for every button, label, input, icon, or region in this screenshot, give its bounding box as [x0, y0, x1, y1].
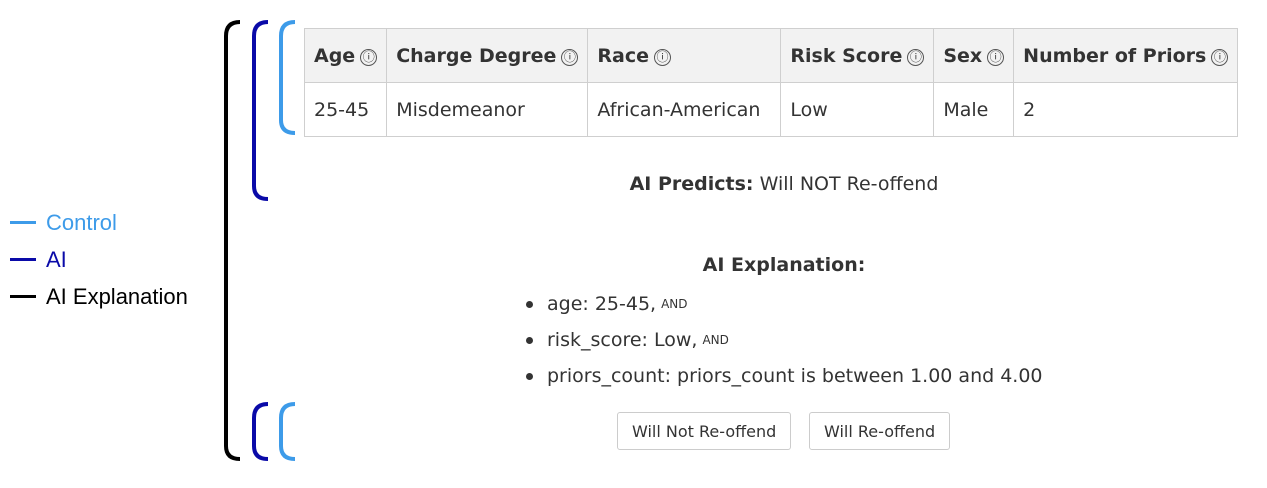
cell-charge-degree: Misdemeanor	[386, 82, 589, 137]
bullet-icon	[526, 372, 533, 380]
list-item: age: 25-45, AND	[520, 286, 1043, 322]
ai-prediction: AI Predicts: Will NOT Re-offend	[304, 173, 1264, 195]
legend-swatch-ai-explanation	[10, 295, 36, 298]
explanation-text: priors_count: priors_count is between 1.…	[547, 365, 1043, 387]
header-age: Age ⓘ	[303, 28, 388, 83]
info-icon[interactable]: ⓘ	[987, 48, 1005, 66]
legend-label-ai-explanation: AI Explanation	[46, 283, 188, 309]
header-charge-degree: Charge Degree ⓘ	[386, 28, 589, 83]
info-icon[interactable]: ⓘ	[561, 48, 579, 66]
bullet-icon	[526, 336, 533, 344]
will-not-reoffend-button[interactable]: Will Not Re-offend	[617, 412, 792, 450]
legend-item-control: Control	[10, 204, 188, 241]
explanation-conjunction: AND	[702, 333, 729, 347]
header-race-label: Race	[597, 44, 649, 67]
cell-number-of-priors: 2	[1013, 82, 1239, 137]
header-race: Race ⓘ	[587, 28, 782, 83]
legend-label-ai: AI	[46, 246, 67, 272]
legend-item-ai-explanation: AI Explanation	[10, 278, 188, 315]
info-icon[interactable]: ⓘ	[907, 48, 925, 66]
legend-swatch-ai	[10, 258, 36, 261]
explanation-conjunction: AND	[661, 297, 688, 311]
header-number-of-priors: Number of Priors ⓘ	[1013, 28, 1239, 83]
prediction-label: AI Predicts:	[629, 173, 754, 195]
bracket-control-bottom	[279, 402, 296, 461]
info-icon[interactable]: ⓘ	[360, 48, 378, 66]
header-sex-label: Sex	[943, 44, 983, 67]
cell-age: 25-45	[303, 82, 388, 137]
explanation-title: AI Explanation:	[702, 254, 866, 276]
prediction-value: Will NOT Re-offend	[759, 173, 939, 195]
bracket-ai-top	[252, 20, 269, 201]
list-item: risk_score: Low, AND	[520, 322, 1043, 358]
bracket-ai-explanation	[224, 20, 241, 461]
header-risk-score-label: Risk Score	[790, 44, 903, 67]
explanation-text: risk_score: Low,	[547, 329, 698, 351]
legend-swatch-control	[10, 221, 36, 224]
bracket-ai-bottom	[252, 402, 269, 461]
info-icon[interactable]: ⓘ	[1211, 48, 1229, 66]
explanation-list: age: 25-45, AND risk_score: Low, AND pri…	[520, 286, 1043, 394]
header-risk-score: Risk Score ⓘ	[780, 28, 935, 83]
will-reoffend-button[interactable]: Will Re-offend	[809, 412, 951, 450]
legend: Control AI AI Explanation	[10, 204, 188, 315]
table-header-row: Age ⓘ Charge Degree ⓘ Race ⓘ Risk Score ⓘ Se…	[303, 28, 1239, 83]
header-charge-degree-label: Charge Degree	[396, 44, 557, 67]
explanation-text: age: 25-45,	[547, 293, 657, 315]
header-sex: Sex ⓘ	[933, 28, 1015, 83]
list-item: priors_count: priors_count is between 1.…	[520, 358, 1043, 394]
header-age-label: Age	[314, 44, 356, 67]
legend-item-ai: AI	[10, 241, 188, 278]
table-row: 25-45 Misdemeanor African-American Low M…	[303, 82, 1239, 137]
cell-race: African-American	[587, 82, 782, 137]
bracket-control-top	[279, 20, 296, 135]
info-icon[interactable]: ⓘ	[653, 48, 671, 66]
cell-sex: Male	[933, 82, 1015, 137]
header-number-of-priors-label: Number of Priors	[1023, 44, 1207, 67]
cell-risk-score: Low	[780, 82, 935, 137]
bullet-icon	[526, 300, 533, 308]
feature-table: Age ⓘ Charge Degree ⓘ Race ⓘ Risk Score ⓘ Se…	[303, 28, 1239, 137]
legend-label-control: Control	[46, 209, 117, 235]
